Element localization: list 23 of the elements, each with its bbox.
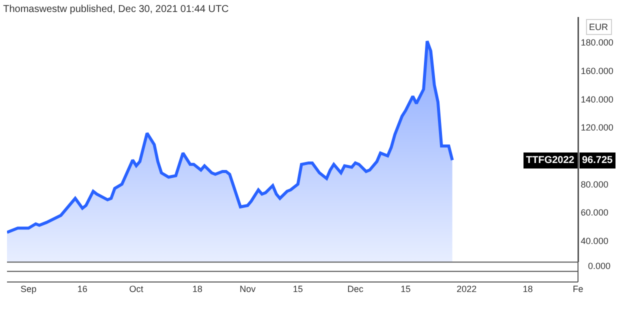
x-tick-label: Fe xyxy=(572,284,584,294)
text: 96.725 xyxy=(582,155,614,166)
x-tick-label: 2022 xyxy=(456,284,477,294)
text: 0.000 xyxy=(588,261,611,271)
chart-title: Thomaswestw published, Dec 30, 2021 01:44 UTC xyxy=(3,4,229,15)
y-tick-label: 120.000 xyxy=(580,122,614,133)
y-tick-label: 60.000 xyxy=(580,208,608,218)
x-tick-label: 15 xyxy=(292,284,303,294)
x-tick-label: 18 xyxy=(522,284,533,294)
y-tick-label: 40.000 xyxy=(580,236,608,246)
x-tick-label: Oct xyxy=(129,284,144,294)
y-axis-title: EUR xyxy=(589,22,608,32)
y-tick-label: 180.000 xyxy=(580,38,614,48)
x-tick-label: Nov xyxy=(240,284,256,294)
x-tick-label: 18 xyxy=(192,284,202,294)
y-tick-label: 140.000 xyxy=(580,94,614,104)
y-tick-label: 160.000 xyxy=(580,66,614,76)
x-tick-label: 16 xyxy=(77,284,88,294)
y-tick-label: 80.000 xyxy=(580,179,608,190)
legend-label: TTFG2022 xyxy=(526,155,575,166)
x-tick-label: Dec xyxy=(347,284,364,294)
x-tick-label: 15 xyxy=(400,284,411,294)
x-tick-label: Sep xyxy=(20,284,37,294)
